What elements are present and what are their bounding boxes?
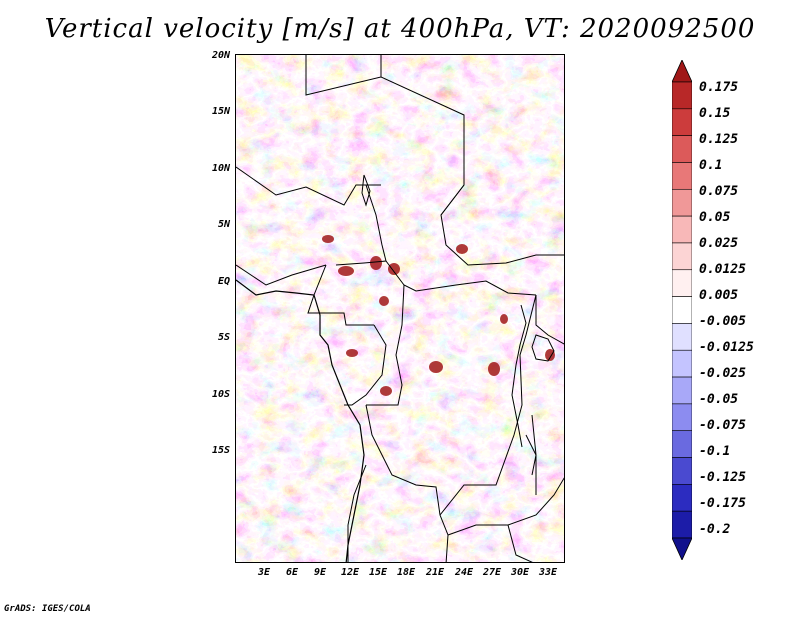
colorbar-segment	[672, 188, 692, 217]
lat-label-20n: 20N	[211, 50, 230, 61]
lon-label-15e: 15E	[368, 567, 388, 578]
lat-label-15s: 15S	[211, 445, 230, 456]
colorbar-segment	[672, 349, 692, 378]
colorbar-label: 0.025	[699, 236, 739, 251]
convective-cells	[322, 235, 555, 396]
colorbar-segment	[672, 323, 692, 351]
colorbar-segment	[672, 108, 692, 136]
colorbar-label: 0.075	[699, 184, 739, 199]
lat-label-10s: 10S	[211, 389, 230, 400]
colorbar-label: 0.005	[699, 288, 739, 303]
velocity-field-detail	[236, 55, 564, 562]
lon-label-33e: 33E	[538, 567, 558, 578]
colorbar-label: 0.05	[699, 210, 731, 225]
coastline	[236, 279, 365, 562]
colorbar-segment	[672, 242, 692, 271]
colorbar-label: 0.175	[699, 80, 739, 95]
map-panel	[235, 54, 565, 563]
lat-label-15n: 15N	[211, 106, 230, 117]
colorbar-label: -0.0125	[699, 340, 754, 355]
colorbar-label: -0.005	[699, 314, 746, 329]
lon-label-9e: 9E	[313, 567, 327, 578]
colorbar-segment	[672, 162, 692, 190]
lon-label-3e: 3E	[257, 567, 271, 578]
colorbar-label: -0.175	[699, 496, 746, 511]
colorbar-arrow-top	[672, 60, 692, 83]
country-borders	[236, 55, 564, 562]
colorbar-label: -0.05	[699, 392, 739, 407]
colorbar-segment	[672, 135, 692, 163]
colorbar-label: 0.15	[699, 106, 731, 121]
colorbar-segment	[672, 296, 692, 324]
colorbar-label: 0.0125	[699, 262, 746, 277]
colorbar-label: -0.025	[699, 366, 746, 381]
colorbar-segment	[672, 430, 692, 458]
footer-credit: GrADS: IGES/COLA	[4, 604, 91, 614]
lon-label-18e: 18E	[396, 567, 416, 578]
lat-label-eq: EQ	[217, 276, 230, 287]
lon-label-21e: 21E	[425, 567, 445, 578]
lakes	[361, 174, 555, 476]
vertical-velocity-map	[236, 55, 564, 562]
lon-label-30e: 30E	[510, 567, 530, 578]
lat-label-5n: 5N	[217, 219, 230, 230]
chart-title: Vertical velocity [m/s] at 400hPa, VT: 2…	[44, 14, 756, 44]
colorbar-segment	[672, 376, 692, 405]
colorbar-label: 0.125	[699, 132, 739, 147]
colorbar-segment	[672, 484, 692, 512]
colorbar	[672, 60, 692, 560]
lon-label-24e: 24E	[454, 567, 474, 578]
lat-label-5s: 5S	[217, 332, 230, 343]
colorbar-segment	[672, 457, 692, 485]
colorbar-label: -0.1	[699, 444, 731, 459]
colorbar-segment	[672, 403, 692, 432]
colorbar-segment	[672, 510, 692, 539]
colorbar-label: -0.2	[699, 522, 731, 537]
colorbar-segment	[672, 269, 692, 297]
colorbar-label: -0.125	[699, 470, 746, 485]
colorbar-segment	[672, 81, 692, 110]
colorbar-arrow-bottom	[672, 537, 692, 560]
colorbar-label: -0.075	[699, 418, 746, 433]
lon-label-12e: 12E	[340, 567, 360, 578]
lon-label-6e: 6E	[285, 567, 299, 578]
lat-label-10n: 10N	[211, 163, 230, 174]
colorbar-label: 0.1	[699, 158, 723, 173]
colorbar-segment	[672, 215, 692, 244]
lon-label-27e: 27E	[482, 567, 502, 578]
